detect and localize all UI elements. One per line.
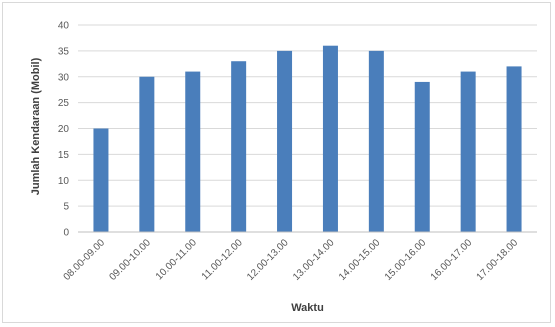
y-tick-label: 15 <box>58 150 70 161</box>
x-tick-label: 14.00-15.00 <box>337 237 383 283</box>
y-tick-label: 0 <box>63 228 69 239</box>
bar <box>506 66 522 233</box>
x-tick-label: 17.00-18.00 <box>475 237 521 283</box>
x-tick-label: 12.00-13.00 <box>245 237 291 283</box>
y-tick-label: 40 <box>58 21 70 32</box>
y-tick-label: 20 <box>58 124 70 135</box>
bars <box>93 45 522 233</box>
x-tick-label: 16.00-17.00 <box>429 237 475 283</box>
gridlines <box>78 24 537 207</box>
y-axis-title: Jumlah Kendaraan (Mobil) <box>30 57 42 195</box>
bar <box>185 71 201 232</box>
y-tick-label: 10 <box>58 176 70 187</box>
bar <box>414 81 430 232</box>
x-tick-label: 11.00-12.00 <box>200 237 245 282</box>
x-tick-label: 09.00-10.00 <box>107 237 153 283</box>
y-axis-ticks: 0 5 10 15 20 25 30 35 40 <box>58 21 70 239</box>
x-tick-label: 15.00-16.00 <box>383 237 429 283</box>
x-tick-label: 08.00-09.00 <box>62 237 108 283</box>
x-axis-title: Waktu <box>291 302 324 314</box>
bar <box>322 45 338 233</box>
x-tick-label: 13.00-14.00 <box>291 237 337 283</box>
bar <box>139 76 155 232</box>
y-tick-label: 35 <box>58 46 70 57</box>
bar <box>93 128 109 232</box>
y-tick-label: 5 <box>63 202 69 213</box>
bar <box>277 50 293 232</box>
x-tick-label: 10.00-11.00 <box>154 237 199 282</box>
y-tick-label: 30 <box>58 72 70 83</box>
bar <box>368 50 384 232</box>
x-axis-ticks: 08.00-09.00 09.00-10.00 10.00-11.00 11.00-1… <box>62 237 521 283</box>
bar <box>460 71 476 232</box>
y-tick-label: 25 <box>58 98 70 109</box>
bar <box>231 61 247 232</box>
